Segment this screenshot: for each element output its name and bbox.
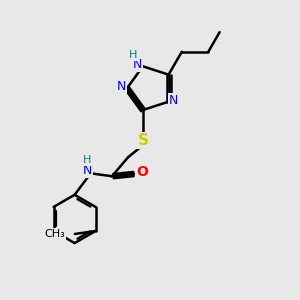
Text: H: H bbox=[83, 155, 92, 165]
Text: S: S bbox=[137, 133, 148, 148]
Text: N: N bbox=[169, 94, 178, 107]
Text: N: N bbox=[133, 58, 142, 71]
Text: N: N bbox=[117, 80, 126, 93]
Text: N: N bbox=[82, 164, 92, 178]
Text: O: O bbox=[136, 165, 148, 179]
Text: H: H bbox=[128, 50, 137, 60]
Text: CH₃: CH₃ bbox=[45, 229, 65, 239]
